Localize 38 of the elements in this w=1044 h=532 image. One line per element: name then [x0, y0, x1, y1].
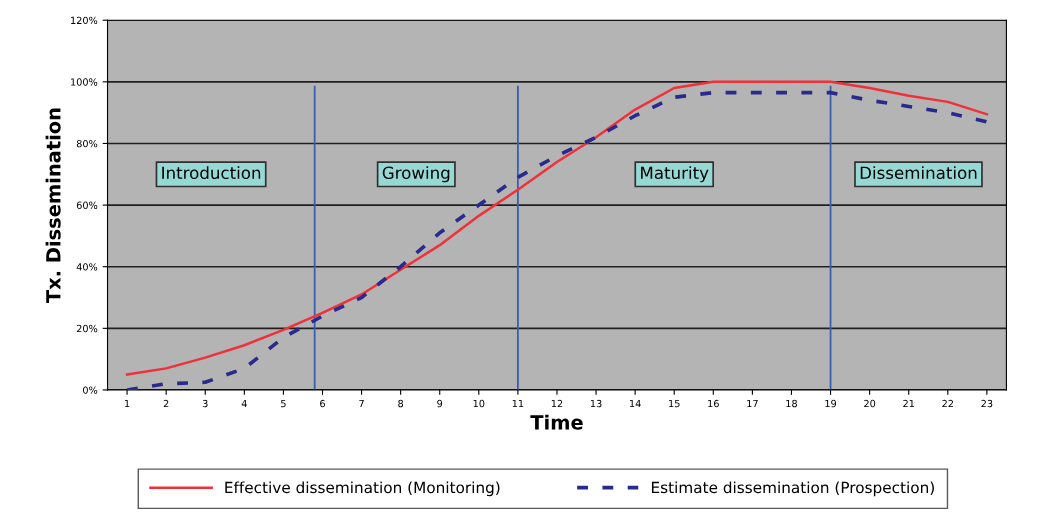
- x-tick-label: 10: [473, 399, 485, 408]
- x-tick-label: 7: [359, 399, 364, 408]
- x-tick-label: 5: [281, 399, 286, 408]
- y-tick-label: 0%: [83, 386, 98, 394]
- y-tick-label: 120%: [71, 16, 98, 25]
- x-tick-label: 17: [747, 399, 758, 408]
- x-tick-label: 13: [590, 399, 602, 408]
- annotation: Maturity: [641, 166, 709, 183]
- y-tick-label: 60%: [76, 201, 98, 209]
- y-tick-label: 20%: [76, 324, 98, 333]
- x-tick-label: 4: [241, 399, 247, 408]
- x-tick-label: 19: [825, 399, 837, 408]
- x-tick-label: 23: [981, 399, 993, 408]
- annotation: Growing: [382, 166, 450, 183]
- x-tick-label: 20: [864, 399, 876, 408]
- x-tick-label: 22: [942, 399, 953, 408]
- y-axis-title: Tx. Dissemination: [45, 108, 61, 304]
- x-tick-label: 12: [551, 399, 563, 408]
- x-tick-label: 9: [437, 399, 443, 408]
- y-tick-label: 80%: [76, 139, 98, 148]
- y-tick-label: 40%: [76, 263, 98, 271]
- x-tick-label: 16: [708, 399, 719, 408]
- x-tick-label: 6: [320, 399, 325, 408]
- x-tick-label: 18: [786, 399, 797, 408]
- x-axis-title: Time: [530, 414, 583, 430]
- x-tick-label: 21: [903, 399, 914, 408]
- x-tick-label: 2: [163, 399, 169, 408]
- x-tick-label: 3: [202, 399, 208, 408]
- legend-label: Estimate dissemination (Prospection): [651, 481, 934, 497]
- annotation: Dissemination: [860, 166, 977, 180]
- x-tick-label: 14: [630, 399, 641, 408]
- annotation: Introduction: [162, 166, 261, 180]
- x-tick-label: 8: [398, 399, 404, 408]
- x-tick-label: 1: [125, 399, 130, 408]
- legend-label: Effective dissemination (Monitoring): [225, 481, 500, 497]
- x-tick-label: 15: [669, 399, 680, 408]
- y-tick-label: 100%: [71, 78, 98, 86]
- x-tick-label: 11: [512, 399, 524, 408]
